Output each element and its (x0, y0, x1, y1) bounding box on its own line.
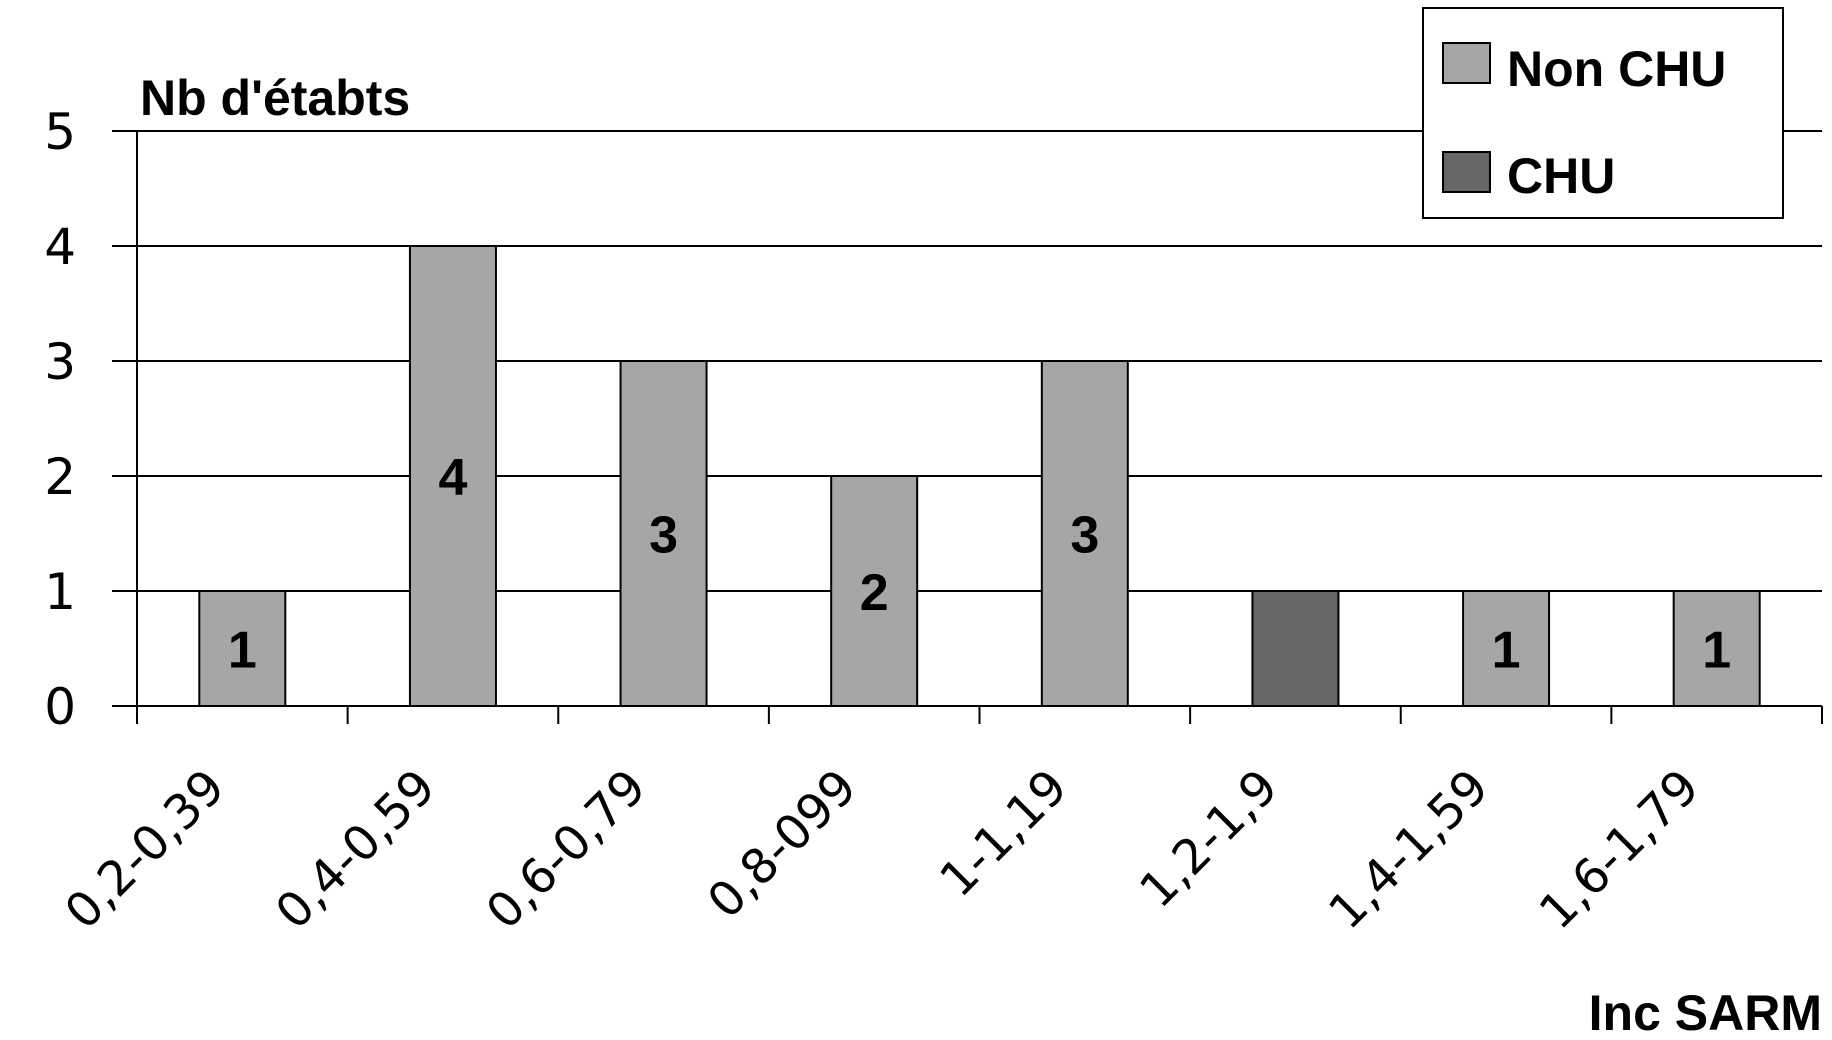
x-tick-labels: 0,2-0,39 0,4-0,59 0,6-0,79 0,8-099 1-1,19 1,2… (54, 759, 1710, 940)
x-tick-label: 0,2-0,39 (54, 759, 235, 940)
axes (112, 131, 1823, 724)
legend-label-non-chu: Non CHU (1507, 41, 1726, 97)
bar-value-label: 1 (1492, 622, 1521, 680)
y-tick-label: 2 (44, 448, 76, 506)
bar (1040, 360, 1129, 707)
bar (408, 245, 497, 707)
legend-label-chu: CHU (1507, 148, 1615, 204)
x-tick-label: 0,6-0,79 (476, 759, 657, 940)
bars: 1 4 3 2 3 1 1 (198, 245, 1761, 707)
x-tick-label: 0,8-099 (697, 759, 868, 930)
y-tick-label: 5 (44, 103, 76, 161)
y-tick-label: 4 (44, 218, 76, 276)
bar-value-label: 3 (1070, 507, 1099, 565)
y-tick-labels: 0 1 2 3 4 5 (44, 103, 76, 736)
y-tick-label: 0 (44, 678, 76, 736)
y-tick-label: 1 (44, 563, 76, 621)
y-tick-label: 3 (44, 333, 76, 391)
x-axis-title: Inc SARM (1589, 985, 1822, 1040)
legend-swatch-chu (1442, 151, 1491, 193)
bar-value-label: 4 (438, 449, 467, 507)
bar-value-label: 1 (228, 622, 257, 680)
bar (1251, 590, 1340, 707)
bar (619, 360, 708, 707)
x-tick-label: 1,6-1,79 (1529, 759, 1710, 940)
bar-value-label: 3 (649, 507, 678, 565)
bar-value-label: 1 (1702, 622, 1731, 680)
bar (198, 590, 287, 707)
y-axis-title: Nb d'étabts (140, 70, 410, 126)
bar-value-label: 2 (860, 564, 889, 622)
bar (830, 475, 919, 707)
x-tick-label: 1,2-1,9 (1129, 759, 1289, 919)
legend: Non CHU CHU (1422, 7, 1784, 219)
bar (1462, 590, 1551, 707)
x-tick-label: 1,4-1,59 (1318, 759, 1499, 940)
x-tick-label: 0,4-0,59 (265, 759, 446, 940)
legend-swatch-non-chu (1442, 42, 1491, 84)
x-tick-label: 1-1,19 (929, 759, 1078, 908)
